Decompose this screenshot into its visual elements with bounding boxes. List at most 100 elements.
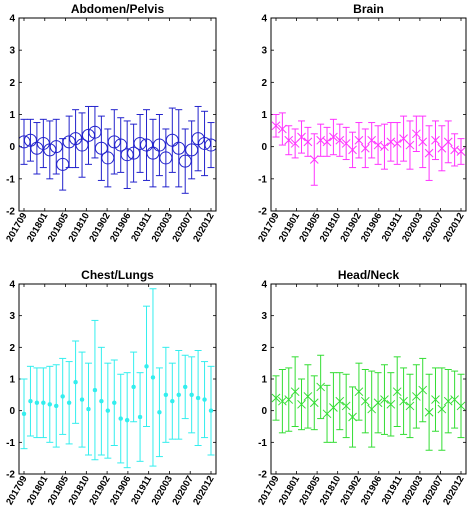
abdomen-pelvis-ytick-label: 4 <box>9 14 15 25</box>
head-neck-marker-stroke <box>316 382 326 392</box>
chest-lungs-data-point <box>79 397 85 402</box>
head-neck-title: Head/Neck <box>338 268 400 282</box>
head-neck-data-point <box>405 401 415 411</box>
brain-data-point <box>271 121 281 131</box>
chest-lungs-ytick-label: 2 <box>9 343 15 354</box>
brain-ytick-label: 1 <box>261 110 267 121</box>
chest-lungs-ytick-label: 3 <box>9 311 15 322</box>
head-neck-marker-stroke <box>431 395 440 404</box>
brain-ytick-label: 4 <box>261 14 267 25</box>
chest-lungs-data-point <box>208 408 214 413</box>
brain-marker-stroke <box>456 147 466 156</box>
brain-ytick-label: 3 <box>261 46 267 57</box>
head-neck-data-point <box>335 396 345 406</box>
brain-marker-stroke <box>297 132 306 142</box>
brain-marker-stroke <box>329 132 338 142</box>
brain-data-point <box>380 142 389 152</box>
brain-marker-stroke <box>335 135 345 145</box>
abdomen-pelvis-ytick-label: -2 <box>6 207 15 218</box>
brain-marker-stroke <box>443 137 453 147</box>
brain-data-point <box>360 143 370 153</box>
brain-marker-stroke <box>380 142 389 152</box>
head-neck-data-point <box>309 398 319 408</box>
head-neck-axes-box <box>270 283 467 475</box>
brain-ytick-label: -1 <box>258 174 267 185</box>
brain-ytick-label: -2 <box>258 207 267 218</box>
head-neck-data-point <box>297 399 306 409</box>
head-neck-data-point <box>290 387 300 397</box>
brain-data-point <box>456 147 466 156</box>
brain-data-point <box>303 137 313 147</box>
brain-marker-stroke <box>348 145 357 155</box>
brain-marker-stroke <box>322 137 332 147</box>
head-neck-series <box>271 354 466 451</box>
chest-lungs-data-point <box>28 398 33 404</box>
chest-lungs-data-point <box>189 392 194 398</box>
brain-marker-stroke <box>309 155 319 164</box>
abdomen-pelvis-axes-box <box>18 17 217 212</box>
brain-data-point <box>392 139 402 148</box>
head-neck-marker-stroke <box>309 398 319 408</box>
chest-lungs-ytick-label: 1 <box>9 375 15 386</box>
brain-data-point <box>329 132 338 142</box>
head-neck-marker-stroke <box>424 407 434 417</box>
head-neck-marker-stroke <box>386 399 396 409</box>
abdomen-pelvis-ytick-label: 0 <box>9 142 15 153</box>
head-neck-data-point <box>284 395 294 404</box>
chest-lungs-ytick-label: -2 <box>6 470 15 481</box>
brain-marker-stroke <box>278 124 287 134</box>
abdomen-pelvis-ytick-label: 2 <box>9 78 15 89</box>
chest-lungs-data-point <box>47 402 53 407</box>
head-neck-marker-stroke <box>399 396 408 406</box>
head-neck-ytick-label: -1 <box>258 438 267 449</box>
head-neck-data-point <box>354 387 364 397</box>
head-neck-marker-stroke <box>392 387 402 397</box>
chest-lungs-data-point <box>131 384 136 390</box>
brain-data-point <box>424 148 434 158</box>
brain-title: Brain <box>353 2 384 16</box>
head-neck-marker-stroke <box>341 401 351 411</box>
brain-data-point <box>367 135 377 145</box>
head-neck-ytick-label: 4 <box>261 280 267 291</box>
head-neck-marker-stroke <box>405 401 415 411</box>
head-neck-marker-stroke <box>335 396 345 406</box>
chest-lungs-data-point <box>150 375 156 380</box>
brain-marker-stroke <box>271 121 281 131</box>
chest-lungs-title: Chest/Lungs <box>81 268 154 282</box>
chest-lungs-axes-box <box>18 283 217 475</box>
brain-marker-stroke <box>284 135 294 145</box>
chest-lungs-data-point <box>144 364 149 369</box>
brain-marker-stroke <box>399 134 408 143</box>
chest-lungs-data-point <box>124 417 130 423</box>
chest-lungs-data-point <box>86 406 91 412</box>
chest-lungs-data-point <box>182 384 188 390</box>
brain-data-point <box>405 140 415 150</box>
brain-data-point <box>418 137 428 147</box>
chest-lungs-ytick-label: 0 <box>9 406 15 417</box>
head-neck-ytick-label: 0 <box>261 406 267 417</box>
chest-lungs-data-point <box>170 398 175 404</box>
head-neck-data-point <box>386 399 396 409</box>
head-neck-data-point <box>418 385 428 395</box>
abdomen-pelvis-title: Abdomen/Pelvis <box>71 2 165 16</box>
brain-marker-stroke <box>431 135 440 145</box>
head-neck-data-point <box>348 412 357 422</box>
brain-data-point <box>322 137 332 147</box>
head-neck-marker-stroke <box>450 395 459 404</box>
brain-ytick-label: 0 <box>261 142 267 153</box>
chest-lungs-series <box>20 288 215 469</box>
chest-lungs-data-point <box>73 379 78 385</box>
brain-marker-stroke <box>354 135 364 145</box>
chest-lungs-ytick-label: -1 <box>6 438 15 449</box>
head-neck-marker-stroke <box>348 412 357 422</box>
head-neck-marker-stroke <box>418 385 428 395</box>
chest-lungs-data-point <box>41 400 46 405</box>
head-neck-marker-stroke <box>271 393 281 403</box>
head-neck-ytick-label: 3 <box>261 311 267 322</box>
brain-data-point <box>411 129 421 139</box>
brain-data-point <box>278 124 287 134</box>
chest-lungs-y-axis: -2 -1 0 1 2 3 4 <box>6 280 216 481</box>
head-neck-data-point <box>271 393 281 403</box>
brain-marker-stroke <box>411 129 421 139</box>
